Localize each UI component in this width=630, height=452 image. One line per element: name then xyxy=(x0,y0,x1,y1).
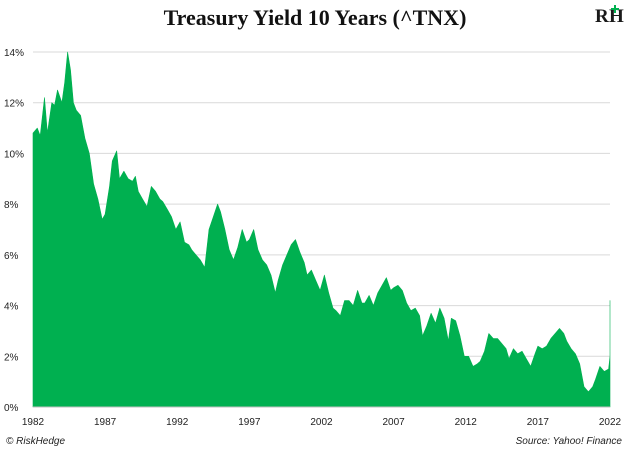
x-tick-labels: 1982 1987 1992 1997 2002 2007 2012 2017 2022 xyxy=(22,417,622,428)
chart-title: Treasury Yield 10 Years (^TNX) xyxy=(163,5,467,30)
x-tick-label: 1982 xyxy=(22,417,45,428)
x-tick-label: 2017 xyxy=(527,417,550,428)
x-tick-label: 2022 xyxy=(599,417,622,428)
x-tick-label: 1992 xyxy=(166,417,189,428)
source-credit: Source: Yahoo! Finance xyxy=(515,436,622,447)
y-tick-labels: 0% 2% 4% 6% 8% 10% 12% 14% xyxy=(4,48,24,414)
y-tick-label: 10% xyxy=(4,149,24,160)
y-tick-label: 0% xyxy=(4,403,19,414)
svg-text:R: R xyxy=(595,6,609,27)
y-tick-label: 8% xyxy=(4,200,19,211)
x-tick-label: 1997 xyxy=(238,417,261,428)
x-tick-label: 1987 xyxy=(94,417,117,428)
y-tick-label: 4% xyxy=(4,302,19,313)
yield-area xyxy=(32,51,611,408)
y-tick-label: 14% xyxy=(4,48,24,59)
riskhedge-logo: R H xyxy=(595,5,624,27)
yield-area-series xyxy=(32,51,611,408)
y-tick-label: 12% xyxy=(4,99,24,110)
x-tick-label: 2007 xyxy=(383,417,406,428)
x-tick-label: 2002 xyxy=(310,417,333,428)
x-tick-label: 2012 xyxy=(455,417,478,428)
y-tick-label: 2% xyxy=(4,352,19,363)
svg-text:H: H xyxy=(609,6,624,27)
copyright-credit: © RiskHedge xyxy=(6,436,66,447)
y-tick-label: 6% xyxy=(4,251,19,262)
